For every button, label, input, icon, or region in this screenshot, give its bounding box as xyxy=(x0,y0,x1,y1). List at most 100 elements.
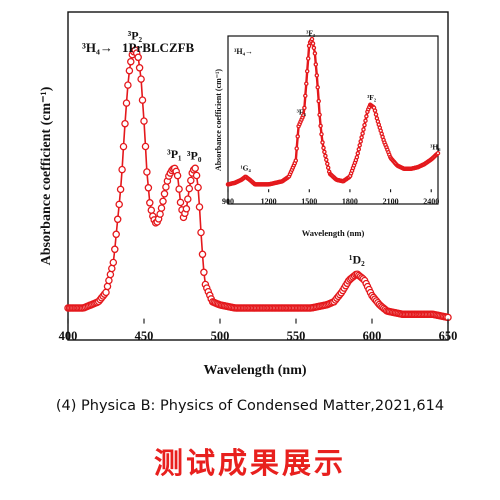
main-x-axis-label: Wavelength (nm) xyxy=(203,363,306,378)
main-x-tick-label: 500 xyxy=(211,329,230,343)
main-data-point xyxy=(182,205,191,213)
main-plot-frame xyxy=(67,11,449,341)
main-data-point xyxy=(156,210,164,218)
main-data-point xyxy=(143,168,151,176)
main-data-point xyxy=(134,53,142,62)
inset-x-tick-label: 1200 xyxy=(261,197,277,206)
inset-data-point xyxy=(321,145,326,151)
main-data-point xyxy=(200,268,208,277)
main-peak-label: ³P₂ xyxy=(128,28,143,42)
inset-data-point xyxy=(325,165,331,170)
inset-data-point xyxy=(305,56,311,61)
main-absorbance-chart: 400 450 500 550 600 650 ³P₂ ³P₁ ³P₀ ¹D₂ ³H₄→ 1Pr… xyxy=(39,11,458,378)
inset-data-point xyxy=(357,143,362,148)
main-data-point xyxy=(125,66,134,75)
main-data-point xyxy=(109,258,118,267)
inset-data-point xyxy=(316,98,321,104)
inset-data-point xyxy=(315,85,320,90)
inset-data-point xyxy=(356,147,362,152)
main-data-point xyxy=(121,119,129,128)
main-peak-label: ¹D₂ xyxy=(349,253,365,267)
inset-data-point xyxy=(312,51,318,56)
inset-peak-label: ³F₂ xyxy=(367,93,377,102)
inset-data-point xyxy=(314,73,320,78)
main-x-tick-label: 650 xyxy=(439,329,458,343)
main-data-point xyxy=(147,206,156,214)
inset-data-point xyxy=(309,36,315,42)
main-data-point xyxy=(103,282,112,291)
inset-absorbance-chart: 900 1200 1500 1800 2100 2400 ¹G₄³F₄³F₃³F₂³H₆ … xyxy=(214,28,441,238)
inset-series xyxy=(225,36,441,187)
inset-y-axis-label: Absorbance coefficient (cm⁻¹) xyxy=(214,69,223,171)
main-x-tick-label: 400 xyxy=(59,329,78,343)
inset-data-point xyxy=(373,112,379,117)
main-y-axis-label: Absorbance coefficient (cm⁻¹) xyxy=(39,86,54,265)
main-data-point xyxy=(197,228,205,237)
main-data-point xyxy=(113,215,122,224)
main-data-point xyxy=(112,230,120,239)
inset-plot-frame xyxy=(227,35,439,205)
inset-data-point xyxy=(295,134,300,139)
inset-data-point xyxy=(435,150,441,156)
main-data-point xyxy=(191,164,199,173)
inset-x-tick-label: 900 xyxy=(222,197,234,206)
inset-data-point xyxy=(372,108,378,113)
inset-data-point xyxy=(304,68,310,74)
main-data-point xyxy=(102,288,110,297)
inset-data-point xyxy=(293,158,299,163)
inset-data-point xyxy=(304,81,309,86)
main-data-point xyxy=(115,200,123,209)
inset-x-tick-label: 2100 xyxy=(383,197,399,206)
main-data-point xyxy=(198,250,207,259)
main-data-point xyxy=(111,245,119,254)
main-data-point xyxy=(157,204,166,212)
inset-x-axis-label: Wavelength (nm) xyxy=(302,228,365,238)
main-x-tick-label: 550 xyxy=(287,329,306,343)
inset-peak-label: ³F₄ xyxy=(297,107,307,116)
inset-data-point xyxy=(354,154,360,160)
main-data-point xyxy=(160,190,169,198)
main-data-point xyxy=(106,270,115,279)
inset-data-point xyxy=(320,140,325,145)
main-peak-annotations: ³P₂ ³P₁ ³P₀ ¹D₂ xyxy=(128,28,366,266)
inset-data-point xyxy=(325,161,330,167)
inset-data-point xyxy=(310,41,316,46)
main-data-point xyxy=(176,198,185,207)
main-x-tick-label: 450 xyxy=(135,329,154,343)
inset-data-point xyxy=(359,135,364,140)
main-data-point xyxy=(127,57,135,66)
main-data-point xyxy=(138,96,147,104)
inset-peak-label: ³H₆ xyxy=(430,143,441,152)
inset-peak-annotations: ¹G₄ ³F₄ ³F₃ ³F₂ ³H₆ xyxy=(240,28,441,172)
inset-x-axis: 900 1200 1500 1800 2100 2400 xyxy=(222,189,439,206)
main-data-point xyxy=(122,99,131,107)
inset-data-point xyxy=(313,62,319,67)
inset-x-tick-label: 1800 xyxy=(342,197,358,206)
main-transition-label: ³H₄→ xyxy=(82,40,113,55)
main-data-point xyxy=(146,199,154,207)
main-data-point xyxy=(185,184,194,193)
main-data-point xyxy=(124,81,132,89)
main-data-point xyxy=(187,176,195,185)
inset-data-point xyxy=(306,43,312,49)
main-data-point xyxy=(144,184,153,192)
absorbance-figure: 400 450 500 550 600 650 ³P₂ ³P₁ ³P₀ ¹D₂ ³H₄→ 1Pr… xyxy=(39,11,458,378)
main-data-point xyxy=(194,183,202,192)
inset-data-point xyxy=(302,105,307,111)
main-series xyxy=(64,46,452,322)
inset-peak-label: ¹G₄ xyxy=(240,164,251,173)
result-title: 测试成果展示 xyxy=(153,446,346,480)
main-data-point xyxy=(140,117,148,125)
inset-data-point xyxy=(294,146,299,151)
main-data-point xyxy=(119,142,128,151)
inset-data-point xyxy=(322,149,327,155)
main-peak-label: ³P₀ xyxy=(187,148,202,162)
inset-data-point xyxy=(303,93,308,99)
main-data-point xyxy=(162,183,170,191)
main-data-point xyxy=(159,197,167,206)
inset-data-point xyxy=(355,151,361,156)
inset-data-point xyxy=(362,122,367,128)
main-data-point xyxy=(105,276,113,285)
source-caption: (4) Physica B: Physics of Condensed Matt… xyxy=(55,398,445,414)
main-data-point xyxy=(116,185,125,194)
